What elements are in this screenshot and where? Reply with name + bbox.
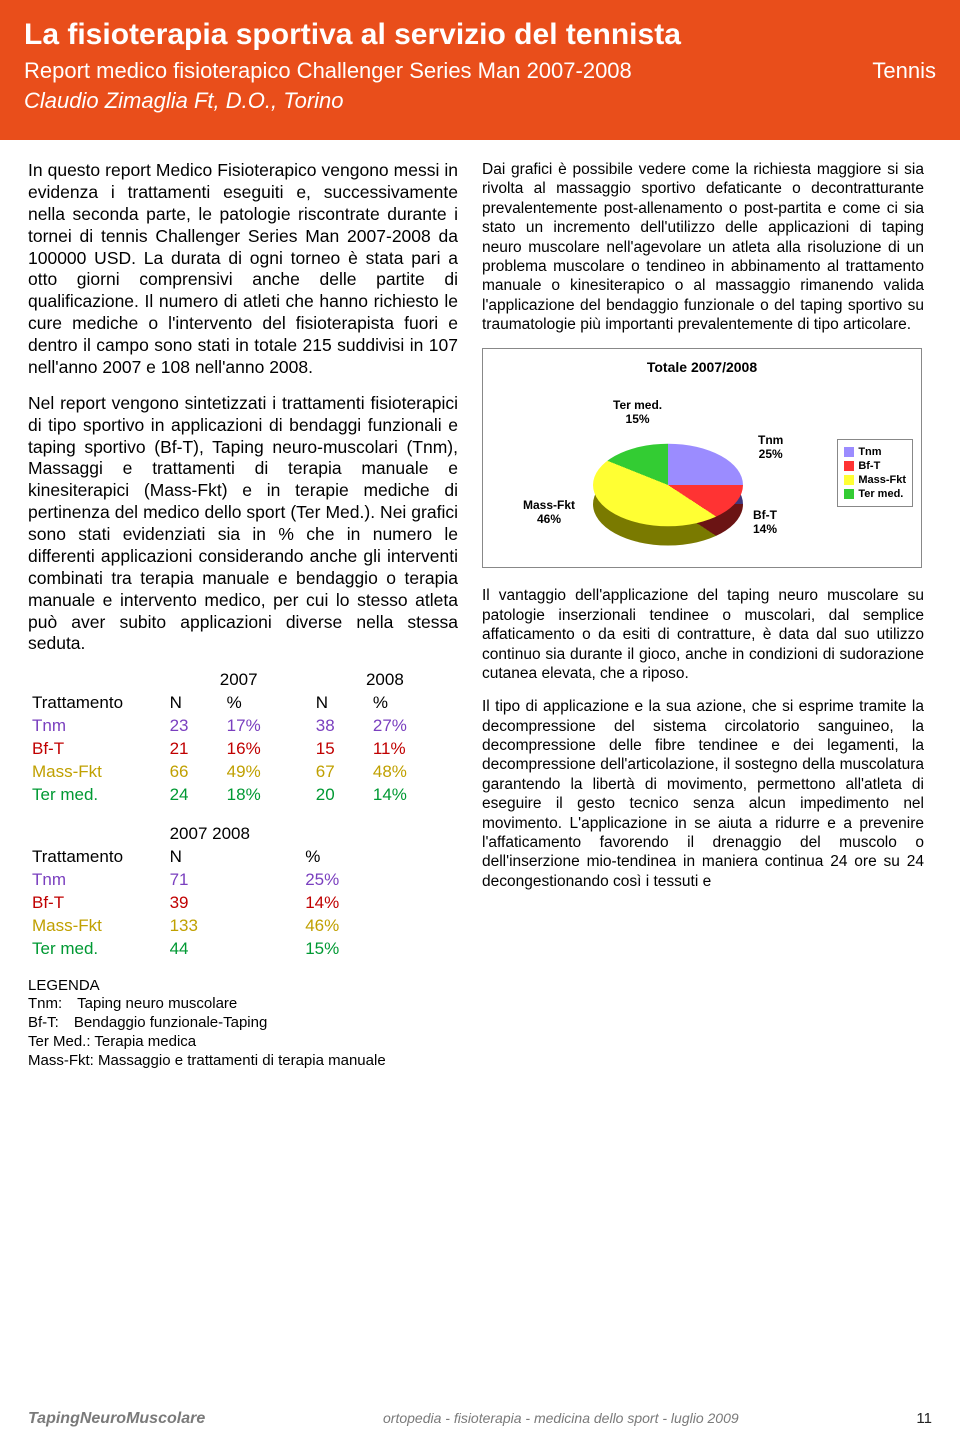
th-pa: % (223, 692, 312, 715)
th2-n: N (166, 846, 302, 869)
th2-p: % (301, 846, 458, 869)
subtitle-left: Report medico fisioterapico Challenger S… (24, 58, 632, 84)
chart-title: Totale 2007/2008 (483, 359, 921, 375)
legend-l2: Bf-T: Bendaggio funzionale-Taping (28, 1014, 458, 1033)
table-row: Tnm2317%3827% (28, 715, 458, 738)
pie-chart: Totale 2007/2008 Ter med.15% Tnm25% Mass… (482, 348, 922, 568)
th-year: 2007 2008 (166, 823, 458, 846)
table-row: Bf-T2116%1511% (28, 738, 458, 761)
footer-right: 11 (916, 1410, 932, 1427)
table-row: Mass-Fkt13346% (28, 915, 458, 938)
table-total: 2007 2008 Trattamento N % Tnm7125%Bf-T39… (28, 823, 458, 961)
page-title: La fisioterapia sportiva al servizio del… (24, 18, 936, 52)
legend-l4: Mass-Fkt: Massaggio e trattamenti di ter… (28, 1052, 458, 1071)
tables-block: 2007 2008 Trattamento N % N % Tnm2317%38… (28, 669, 458, 1070)
legend-block: LEGENDA Tnm: Taping neuro muscolare Bf-T… (28, 977, 458, 1071)
right-p2: Il vantaggio dell'applicazione del tapin… (482, 586, 924, 683)
left-column: In questo report Medico Fisioterapico ve… (28, 160, 458, 1070)
th-treat: Trattamento (28, 692, 166, 715)
label-bft: Bf-T14% (753, 509, 777, 535)
footer: TapingNeuroMuscolare ortopedia - fisiote… (28, 1410, 932, 1428)
label-tnm: Tnm25% (758, 434, 783, 460)
legend-item: Bf-T (844, 460, 906, 472)
footer-left: TapingNeuroMuscolare (28, 1410, 205, 1428)
table-row: Tnm7125% (28, 869, 458, 892)
legend-l3: Ter Med.: Terapia medica (28, 1033, 458, 1052)
legend-l1: Tnm: Taping neuro muscolare (28, 995, 458, 1014)
legend-item: Tnm (844, 446, 906, 458)
th-year-a: 2007 (166, 669, 312, 692)
header-author: Claudio Zimaglia Ft, D.O., Torino (24, 88, 936, 114)
table-row: Ter med.4415% (28, 938, 458, 961)
table-2007-2008: 2007 2008 Trattamento N % N % Tnm2317%38… (28, 669, 458, 807)
legend-title: LEGENDA (28, 977, 458, 996)
legend-item: Mass-Fkt (844, 474, 906, 486)
content: In questo report Medico Fisioterapico ve… (0, 140, 960, 1070)
right-column: Dai grafici è possibile vedere come la r… (482, 160, 924, 1070)
header: La fisioterapia sportiva al servizio del… (0, 0, 960, 140)
footer-center: ortopedia - fisioterapia - medicina dell… (383, 1410, 739, 1426)
header-subtitle: Report medico fisioterapico Challenger S… (24, 58, 936, 84)
pie-top (593, 444, 743, 527)
right-p1: Dai grafici è possibile vedere come la r… (482, 160, 924, 334)
label-termed: Ter med.15% (613, 399, 662, 425)
label-massfkt: Mass-Fkt46% (523, 499, 575, 525)
th-pb: % (369, 692, 458, 715)
table-row: Bf-T3914% (28, 892, 458, 915)
th-year-b: 2008 (312, 669, 458, 692)
table-row: Ter med.2418%2014% (28, 784, 458, 807)
table-row: Mass-Fkt6649%6748% (28, 761, 458, 784)
subtitle-right: Tennis (872, 58, 936, 84)
legend-item: Ter med. (844, 488, 906, 500)
left-p2: Nel report vengono sintetizzati i tratta… (28, 393, 458, 656)
th-nb: N (312, 692, 369, 715)
th2-treat: Trattamento (28, 846, 166, 869)
right-p3: Il tipo di applicazione e la sua azione,… (482, 697, 924, 891)
left-p1: In questo report Medico Fisioterapico ve… (28, 160, 458, 379)
th-na: N (166, 692, 223, 715)
chart-legend: Tnm Bf-T Mass-Fkt Ter med. (837, 439, 913, 507)
